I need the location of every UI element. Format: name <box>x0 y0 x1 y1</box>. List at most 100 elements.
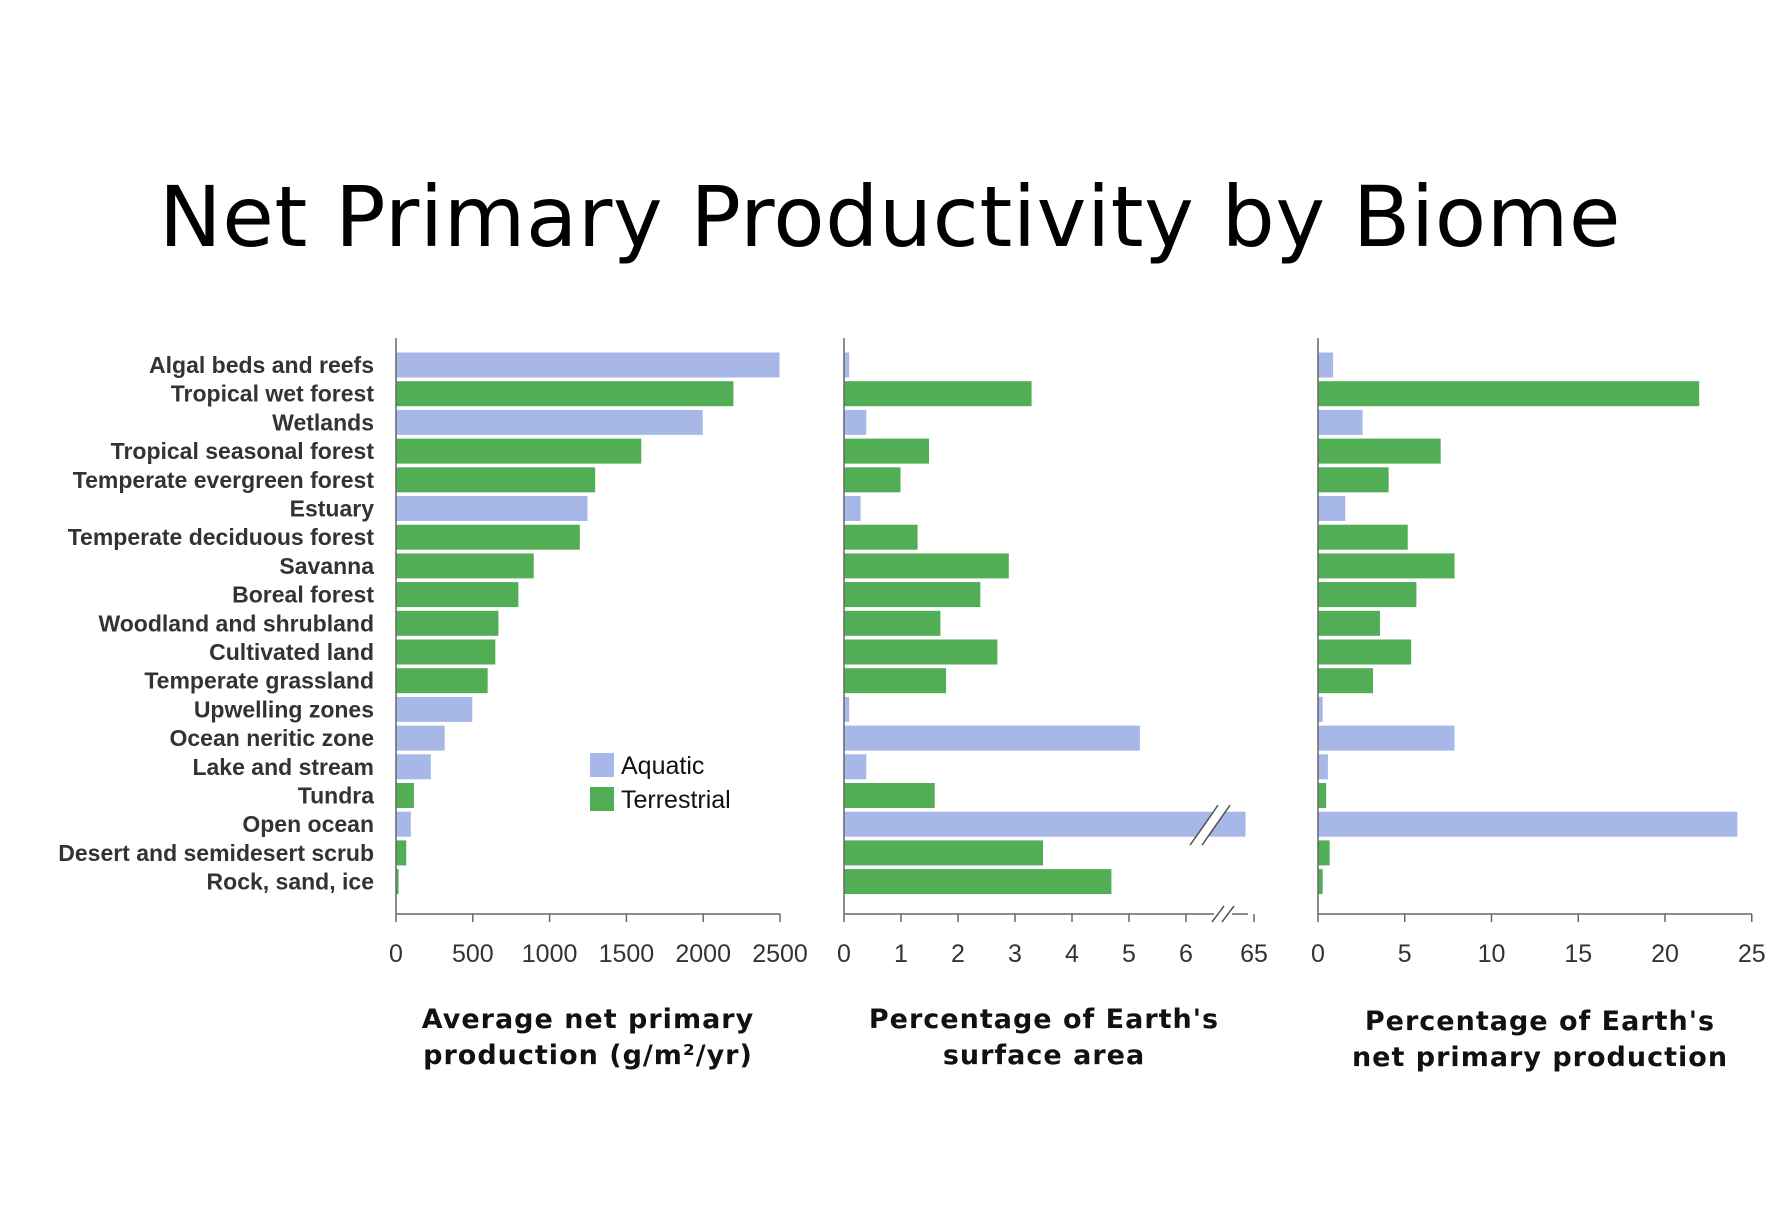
category-label: Ocean neritic zone <box>169 725 374 751</box>
category-label: Cultivated land <box>209 639 374 665</box>
x-tick-label: 5 <box>1398 940 1412 968</box>
x-tick-label: 1000 <box>522 940 578 968</box>
legend: Aquatic Terrestrial <box>590 752 731 814</box>
panel-production: 0 500 1000 1500 2000 2500 Average net primary p… <box>389 338 808 1071</box>
bar-tundra <box>1317 782 1328 809</box>
bar-algal-beds-and-reefs <box>843 351 851 379</box>
category-label: Boreal forest <box>232 582 374 608</box>
bar-temperate-evergreen-forest <box>843 466 902 494</box>
bar-open-ocean <box>843 810 1247 838</box>
bar-cultivated-land <box>1317 638 1413 666</box>
bar-temperate-evergreen-forest <box>1317 466 1390 494</box>
x-tick-label: 20 <box>1651 940 1679 968</box>
x-axis-title: Percentage of Earth's <box>1365 1006 1715 1037</box>
x-axis-title: surface area <box>943 1040 1145 1071</box>
bar-boreal-forest <box>395 581 520 609</box>
bar-lake-and-stream <box>1317 753 1329 781</box>
bar-temperate-evergreen-forest <box>395 466 597 494</box>
x-tick-label: 15 <box>1564 940 1592 968</box>
x-tick-label: 25 <box>1738 940 1766 968</box>
bar-upwelling-zones <box>843 695 851 723</box>
axis-break-mark <box>1221 905 1235 923</box>
category-label: Savanna <box>279 553 374 579</box>
bar-tropical-seasonal-forest <box>1317 437 1442 465</box>
page-title: Net Primary Productivity by Biome <box>158 168 1622 266</box>
bar-temperate-deciduous-forest <box>843 523 919 551</box>
x-tick-label: 4 <box>1065 940 1079 968</box>
category-label: Tropical seasonal forest <box>111 438 375 464</box>
bar-wetlands <box>843 408 868 436</box>
x-tick-label: 6 <box>1179 940 1193 968</box>
category-label: Temperate grassland <box>144 668 374 694</box>
legend-swatch-terrestrial <box>590 787 614 811</box>
bar-tropical-seasonal-forest <box>395 437 643 465</box>
bar-wetlands <box>1317 408 1364 436</box>
bar-algal-beds-and-reefs <box>1317 351 1335 379</box>
bar-open-ocean <box>395 810 412 838</box>
bar-boreal-forest <box>1317 581 1418 609</box>
bar-ocean-neritic-zone <box>1317 724 1456 752</box>
category-label: Temperate deciduous forest <box>68 524 375 550</box>
bar-estuary <box>843 495 862 522</box>
category-label: Algal beds and reefs <box>149 352 374 378</box>
category-label: Temperate evergreen forest <box>73 467 375 493</box>
bar-tropical-wet-forest <box>1317 380 1701 408</box>
x-tick-label: 1500 <box>599 940 655 968</box>
bar-tropical-seasonal-forest <box>843 437 930 465</box>
bar-temperate-deciduous-forest <box>395 523 581 551</box>
bar-savanna <box>843 552 1010 580</box>
category-label: Open ocean <box>242 811 374 837</box>
panel-surface-area: 0 1 2 3 4 5 6 65 Percentage of Earth's surface ar… <box>837 338 1268 1071</box>
bar-estuary <box>1317 495 1347 522</box>
bar-tundra <box>843 782 936 809</box>
bar-desert-and-semidesert-scrub <box>395 839 408 867</box>
category-label: Wetlands <box>272 409 374 435</box>
x-tick-label: 500 <box>452 940 494 968</box>
panel-npp-share: 0 5 10 15 20 25 Percentage of Earth's net prima… <box>1311 338 1766 1073</box>
bar-upwelling-zones <box>395 695 474 723</box>
x-tick-label: 65 <box>1240 940 1268 968</box>
bar-woodland-and-shrubland <box>395 609 500 637</box>
bar-woodland-and-shrubland <box>843 609 942 637</box>
bar-tropical-wet-forest <box>843 380 1033 408</box>
x-tick-label: 0 <box>837 940 851 968</box>
category-label: Upwelling zones <box>194 696 374 722</box>
bar-tropical-wet-forest <box>395 380 735 408</box>
bar-open-ocean <box>1317 810 1739 838</box>
bar-wetlands <box>395 408 704 436</box>
x-tick-label: 0 <box>1311 940 1325 968</box>
category-label: Tropical wet forest <box>171 381 375 407</box>
category-label: Tundra <box>298 783 374 809</box>
bar-savanna <box>395 552 535 580</box>
bar-lake-and-stream <box>843 753 868 781</box>
bar-cultivated-land <box>843 638 999 666</box>
bar-desert-and-semidesert-scrub <box>843 839 1044 867</box>
category-label: Woodland and shrubland <box>98 610 374 636</box>
bar-break-mark <box>1201 804 1231 846</box>
category-label: Rock, sand, ice <box>207 869 374 895</box>
category-label: Desert and semidesert scrub <box>58 840 374 866</box>
bar-savanna <box>1317 552 1456 580</box>
bar-temperate-grassland <box>395 667 489 695</box>
x-tick-label: 2000 <box>675 940 731 968</box>
category-label: Lake and stream <box>192 754 374 780</box>
bar-ocean-neritic-zone <box>395 724 446 752</box>
x-tick-label: 0 <box>389 940 403 968</box>
x-tick-label: 5 <box>1122 940 1136 968</box>
bar-rock-sand-ice <box>843 868 1113 896</box>
bar-desert-and-semidesert-scrub <box>1317 839 1331 867</box>
bar-temperate-grassland <box>843 667 948 695</box>
bar-algal-beds-and-reefs <box>395 351 781 379</box>
bar-break-mark <box>1189 804 1219 846</box>
legend-label: Aquatic <box>621 752 704 780</box>
bar-rock-sand-ice <box>1317 868 1324 896</box>
x-tick-label: 2 <box>951 940 965 968</box>
category-label: Estuary <box>290 496 375 522</box>
bar-temperate-deciduous-forest <box>1317 523 1409 551</box>
bar-ocean-neritic-zone <box>843 724 1141 752</box>
legend-swatch-aquatic <box>590 753 614 777</box>
axis-break-mark <box>1211 905 1225 923</box>
x-axis-title: Percentage of Earth's <box>869 1004 1219 1035</box>
